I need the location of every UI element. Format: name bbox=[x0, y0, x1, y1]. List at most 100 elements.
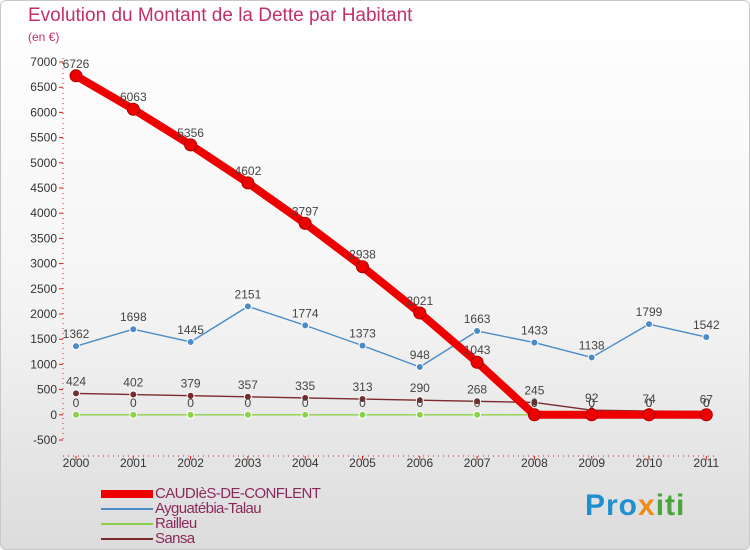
series-line-0 bbox=[72, 71, 711, 419]
y-tick-label: 3000 bbox=[30, 257, 57, 271]
data-label-s0: 6726 bbox=[63, 57, 90, 71]
data-label-s0: 1043 bbox=[464, 343, 491, 357]
y-tick-label: 6000 bbox=[30, 105, 57, 119]
data-point-s1 bbox=[301, 321, 310, 330]
data-point-s2 bbox=[186, 410, 195, 419]
x-tick-label: 2008 bbox=[521, 456, 548, 470]
x-tick-label: 2007 bbox=[464, 456, 491, 470]
data-point-s3 bbox=[72, 389, 80, 398]
data-label-s2: 0 bbox=[646, 396, 653, 410]
data-point-s0 bbox=[585, 408, 599, 422]
data-label-s0: 2938 bbox=[349, 248, 376, 262]
data-point-s0 bbox=[699, 408, 713, 422]
y-tick-label: 3500 bbox=[30, 231, 57, 245]
data-label-s1: 1138 bbox=[579, 338, 605, 352]
data-label-s0: 0 bbox=[646, 396, 653, 410]
data-point-s3 bbox=[243, 392, 252, 401]
data-point-s0 bbox=[298, 216, 312, 230]
y-tick-label: 2000 bbox=[30, 307, 57, 321]
data-point-s1 bbox=[702, 333, 711, 342]
data-point-s3 bbox=[301, 393, 310, 402]
x-tick-label: 2004 bbox=[292, 456, 319, 470]
data-point-s2 bbox=[358, 410, 367, 419]
data-label-s3: 245 bbox=[524, 383, 544, 397]
data-label-s3: 335 bbox=[295, 379, 315, 393]
data-point-s0 bbox=[642, 408, 656, 422]
y-tick-label: -500 bbox=[33, 433, 57, 447]
data-label-s1: 1799 bbox=[636, 305, 663, 319]
data-label-s3: 424 bbox=[66, 374, 86, 388]
data-point-s0 bbox=[527, 408, 541, 422]
legend-swatch-sansa bbox=[101, 538, 153, 540]
data-point-s0 bbox=[241, 176, 255, 190]
legend-swatch-caudies bbox=[101, 490, 153, 498]
x-tick-label: 2001 bbox=[120, 456, 147, 470]
series-line-1 bbox=[75, 305, 707, 368]
data-point-s3 bbox=[473, 397, 482, 406]
data-label-s2: 0 bbox=[73, 396, 80, 410]
legend-swatch-ayguatebia bbox=[101, 508, 153, 510]
data-label-s2: 0 bbox=[588, 396, 595, 410]
y-tick-label: 0 bbox=[50, 408, 57, 422]
chart-unit: (en €) bbox=[28, 30, 60, 44]
data-point-s0 bbox=[470, 355, 484, 369]
data-point-s0 bbox=[356, 260, 369, 274]
y-tick-label: 1500 bbox=[30, 332, 57, 346]
data-label-s3: 67 bbox=[700, 392, 714, 406]
legend-swatch-railleu bbox=[101, 523, 153, 525]
data-point-s0 bbox=[69, 69, 83, 83]
x-tick-label: 2003 bbox=[235, 456, 262, 470]
data-label-s2: 0 bbox=[474, 396, 481, 410]
data-label-s0: 0 bbox=[703, 396, 710, 410]
series-line-3 bbox=[75, 392, 707, 413]
data-label-s1: 1698 bbox=[120, 310, 147, 324]
data-point-s2 bbox=[301, 410, 310, 419]
x-tick-label: 2005 bbox=[349, 456, 376, 470]
data-point-s2 bbox=[129, 410, 138, 419]
data-label-s3: 268 bbox=[467, 382, 487, 396]
data-label-s2: 0 bbox=[245, 396, 252, 410]
legend-label-caudies: CAUDIèS-DE-CONFLENT bbox=[155, 485, 321, 502]
data-point-s0 bbox=[184, 138, 198, 152]
data-point-s1 bbox=[243, 302, 252, 311]
data-label-s3: 92 bbox=[585, 391, 599, 405]
data-point-s0 bbox=[413, 306, 427, 320]
data-label-s0: 4602 bbox=[235, 164, 262, 178]
data-point-s1 bbox=[530, 338, 539, 347]
data-point-s1 bbox=[415, 363, 424, 372]
data-point-s2 bbox=[72, 410, 80, 419]
data-point-s1 bbox=[358, 341, 367, 350]
data-point-s2 bbox=[415, 410, 424, 419]
data-label-s3: 379 bbox=[181, 377, 201, 391]
y-tick-label: 6500 bbox=[30, 80, 57, 94]
y-tick-label: 4500 bbox=[30, 181, 57, 195]
y-tick-label: 5500 bbox=[30, 131, 57, 145]
data-label-s1: 1362 bbox=[63, 327, 90, 341]
data-label-s0: 5356 bbox=[177, 126, 204, 140]
data-label-s3: 290 bbox=[410, 381, 430, 395]
legend-label-ayguatebia: Ayguatébia-Talau bbox=[155, 500, 262, 517]
data-label-s1: 2151 bbox=[235, 287, 262, 301]
x-tick-label: 2009 bbox=[578, 456, 605, 470]
legend-label-railleu: Railleu bbox=[155, 515, 197, 532]
data-label-s2: 0 bbox=[416, 396, 423, 410]
data-point-s1 bbox=[587, 353, 596, 362]
x-tick-label: 2006 bbox=[406, 456, 433, 470]
data-label-s3: 74 bbox=[642, 392, 656, 406]
x-tick-label: 2000 bbox=[63, 456, 90, 470]
data-label-s1: 1445 bbox=[177, 323, 204, 337]
x-tick-label: 2011 bbox=[693, 456, 719, 470]
data-label-s2: 0 bbox=[359, 396, 366, 410]
data-label-s1: 1542 bbox=[693, 318, 720, 332]
data-point-s2 bbox=[473, 410, 482, 419]
data-label-s2: 0 bbox=[302, 396, 309, 410]
proxiti-logo: Proxiti bbox=[585, 489, 686, 522]
data-point-s1 bbox=[186, 337, 195, 346]
y-tick-label: 500 bbox=[37, 383, 57, 397]
data-label-s1: 1663 bbox=[464, 312, 491, 326]
data-point-s1 bbox=[473, 326, 482, 335]
data-point-s2 bbox=[243, 410, 252, 419]
legend-label-sansa: Sansa bbox=[155, 530, 195, 547]
data-label-s0: 2021 bbox=[406, 294, 433, 308]
